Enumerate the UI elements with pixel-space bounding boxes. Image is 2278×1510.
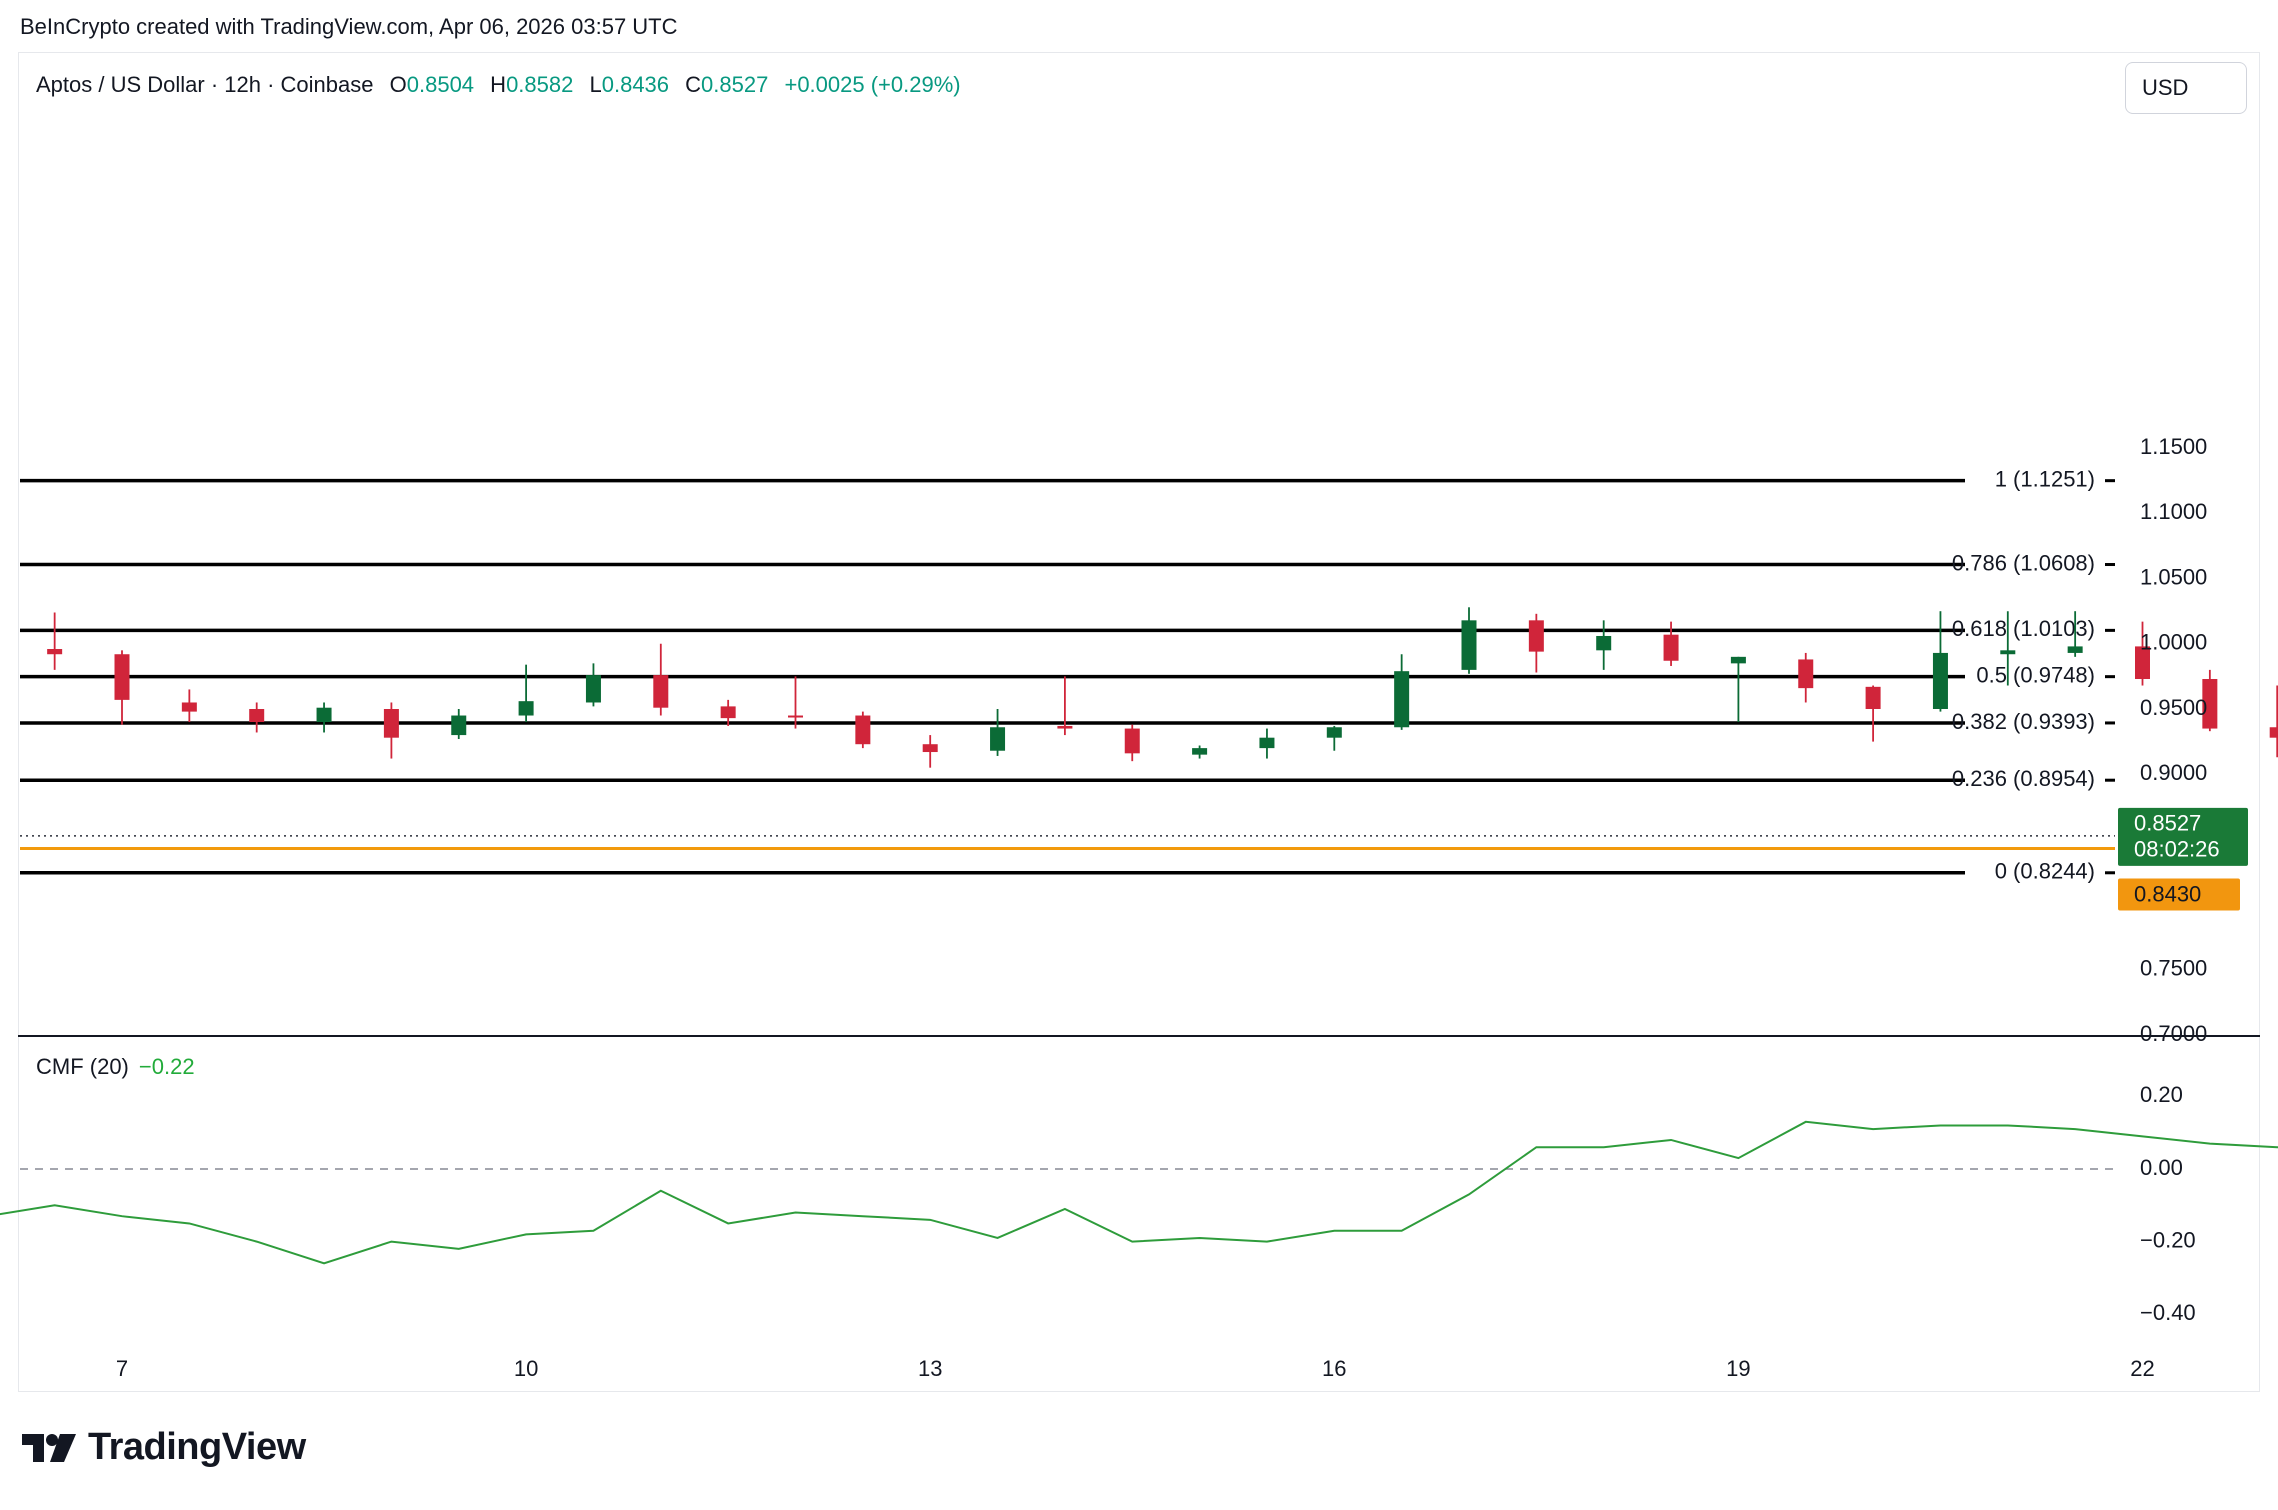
candle-up[interactable] — [1596, 635, 1612, 651]
time-axis-tick: 22 — [2130, 1356, 2154, 1381]
candle-down[interactable] — [1124, 728, 1140, 754]
fib-level-label: 1 (1.1251) — [1995, 466, 2095, 491]
candle-down[interactable] — [1528, 620, 1544, 652]
candle-down[interactable] — [181, 702, 197, 712]
candle-down[interactable] — [720, 706, 736, 719]
candle-down[interactable] — [788, 715, 803, 718]
current-price-tag-countdown: 08:02:26 — [2134, 837, 2220, 862]
price-axis-tick: 0.9500 — [2140, 695, 2207, 720]
price-axis-tick: 0.7500 — [2140, 956, 2207, 981]
candle-down[interactable] — [2202, 679, 2218, 729]
symbol-label[interactable]: Aptos / US Dollar · 12h · Coinbase — [36, 72, 374, 97]
candle-up[interactable] — [451, 715, 467, 736]
candle-up[interactable] — [518, 701, 534, 716]
candle-down[interactable] — [2135, 646, 2150, 680]
candle-down[interactable] — [383, 709, 399, 738]
cmf-axis-tick: 0.00 — [2140, 1155, 2183, 1180]
price-axis-tick: 1.0500 — [2140, 564, 2207, 589]
fib-level-label: 0.382 (0.9393) — [1952, 709, 2095, 734]
time-axis-tick: 19 — [1726, 1356, 1750, 1381]
close-value: 0.8527 — [701, 72, 769, 97]
price-axis-tick: 0.7000 — [2140, 1021, 2207, 1046]
cmf-line[interactable] — [0, 1067, 2278, 1310]
cmf-legend: CMF (20) −0.22 — [36, 1054, 195, 1080]
chart-frame — [18, 52, 2260, 1392]
support-price-tag — [2118, 878, 2240, 911]
high-value: 0.8582 — [506, 72, 574, 97]
fib-level-label: 0.236 (0.8954) — [1952, 766, 2095, 791]
chart-credit: BeInCrypto created with TradingView.com,… — [20, 14, 678, 39]
currency-button[interactable]: USD — [2125, 62, 2247, 114]
cmf-title[interactable]: CMF (20) — [36, 1054, 129, 1079]
candle-down[interactable] — [855, 715, 871, 745]
high-label: H — [490, 72, 507, 97]
candle-up[interactable] — [585, 675, 601, 703]
price-axis-tick: 0.9000 — [2140, 760, 2207, 785]
time-axis-tick: 10 — [514, 1356, 538, 1381]
support-price-tag-value: 0.8430 — [2134, 881, 2201, 906]
fib-level-label: 0.618 (1.0103) — [1952, 616, 2095, 641]
tradingview-logo-icon — [22, 1433, 76, 1462]
candle-down[interactable] — [1798, 659, 1814, 689]
cmf-axis-tick: −0.20 — [2140, 1227, 2196, 1252]
time-axis-tick: 13 — [918, 1356, 942, 1381]
time-axis-tick: 7 — [116, 1356, 128, 1381]
candle-down[interactable] — [1865, 686, 1881, 709]
candle-up[interactable] — [1461, 620, 1477, 670]
candle-up[interactable] — [1394, 671, 1410, 728]
cmf-axis-tick: 0.20 — [2140, 1082, 2183, 1107]
candle-down[interactable] — [653, 675, 669, 708]
cmf-axis-tick: −0.40 — [2140, 1300, 2196, 1325]
close-label: C — [685, 72, 702, 97]
change-value: +0.0025 (+0.29%) — [784, 72, 961, 97]
candle-down[interactable] — [114, 654, 130, 700]
candle-down[interactable] — [249, 709, 265, 723]
low-value: 0.8436 — [601, 72, 670, 97]
current-price-tag — [2118, 807, 2248, 866]
candle-up[interactable] — [1326, 727, 1342, 738]
tradingview-logo-text: TradingView — [88, 1426, 306, 1468]
candle-down[interactable] — [922, 744, 938, 753]
candle-up[interactable] — [2000, 650, 2016, 655]
candle-up[interactable] — [1192, 748, 1208, 755]
candle-up[interactable] — [1259, 737, 1275, 749]
open-value: 0.8504 — [406, 72, 475, 97]
low-label: L — [589, 72, 602, 97]
fib-level-label: 0 (0.8244) — [1995, 859, 2095, 884]
candle-up[interactable] — [1932, 652, 1948, 709]
candle-up[interactable] — [1730, 656, 1746, 664]
candle-up[interactable] — [316, 707, 332, 723]
cmf-last-value: −0.22 — [138, 1054, 195, 1079]
current-price-tag-value: 0.8527 — [2134, 811, 2201, 836]
candle-down[interactable] — [47, 649, 63, 655]
time-axis-tick: 16 — [1322, 1356, 1346, 1381]
price-axis-tick: 1.1500 — [2140, 434, 2207, 459]
candle-down[interactable] — [1663, 634, 1679, 661]
candle-up[interactable] — [2067, 646, 2083, 653]
price-axis-tick: 1.0000 — [2140, 630, 2207, 655]
candle-down[interactable] — [2269, 727, 2278, 738]
candle-up[interactable] — [990, 727, 1006, 751]
fib-level-label: 0.5 (0.9748) — [1976, 662, 2095, 687]
tradingview-logo[interactable]: TradingView — [22, 1426, 306, 1469]
candle-down[interactable] — [1057, 725, 1073, 729]
open-label: O — [389, 72, 407, 97]
price-axis-tick: 1.1000 — [2140, 499, 2207, 524]
fib-level-label: 0.786 (1.0608) — [1952, 550, 2095, 575]
chart-legend: Aptos / US Dollar · 12h · Coinbase O0.85… — [36, 72, 961, 98]
